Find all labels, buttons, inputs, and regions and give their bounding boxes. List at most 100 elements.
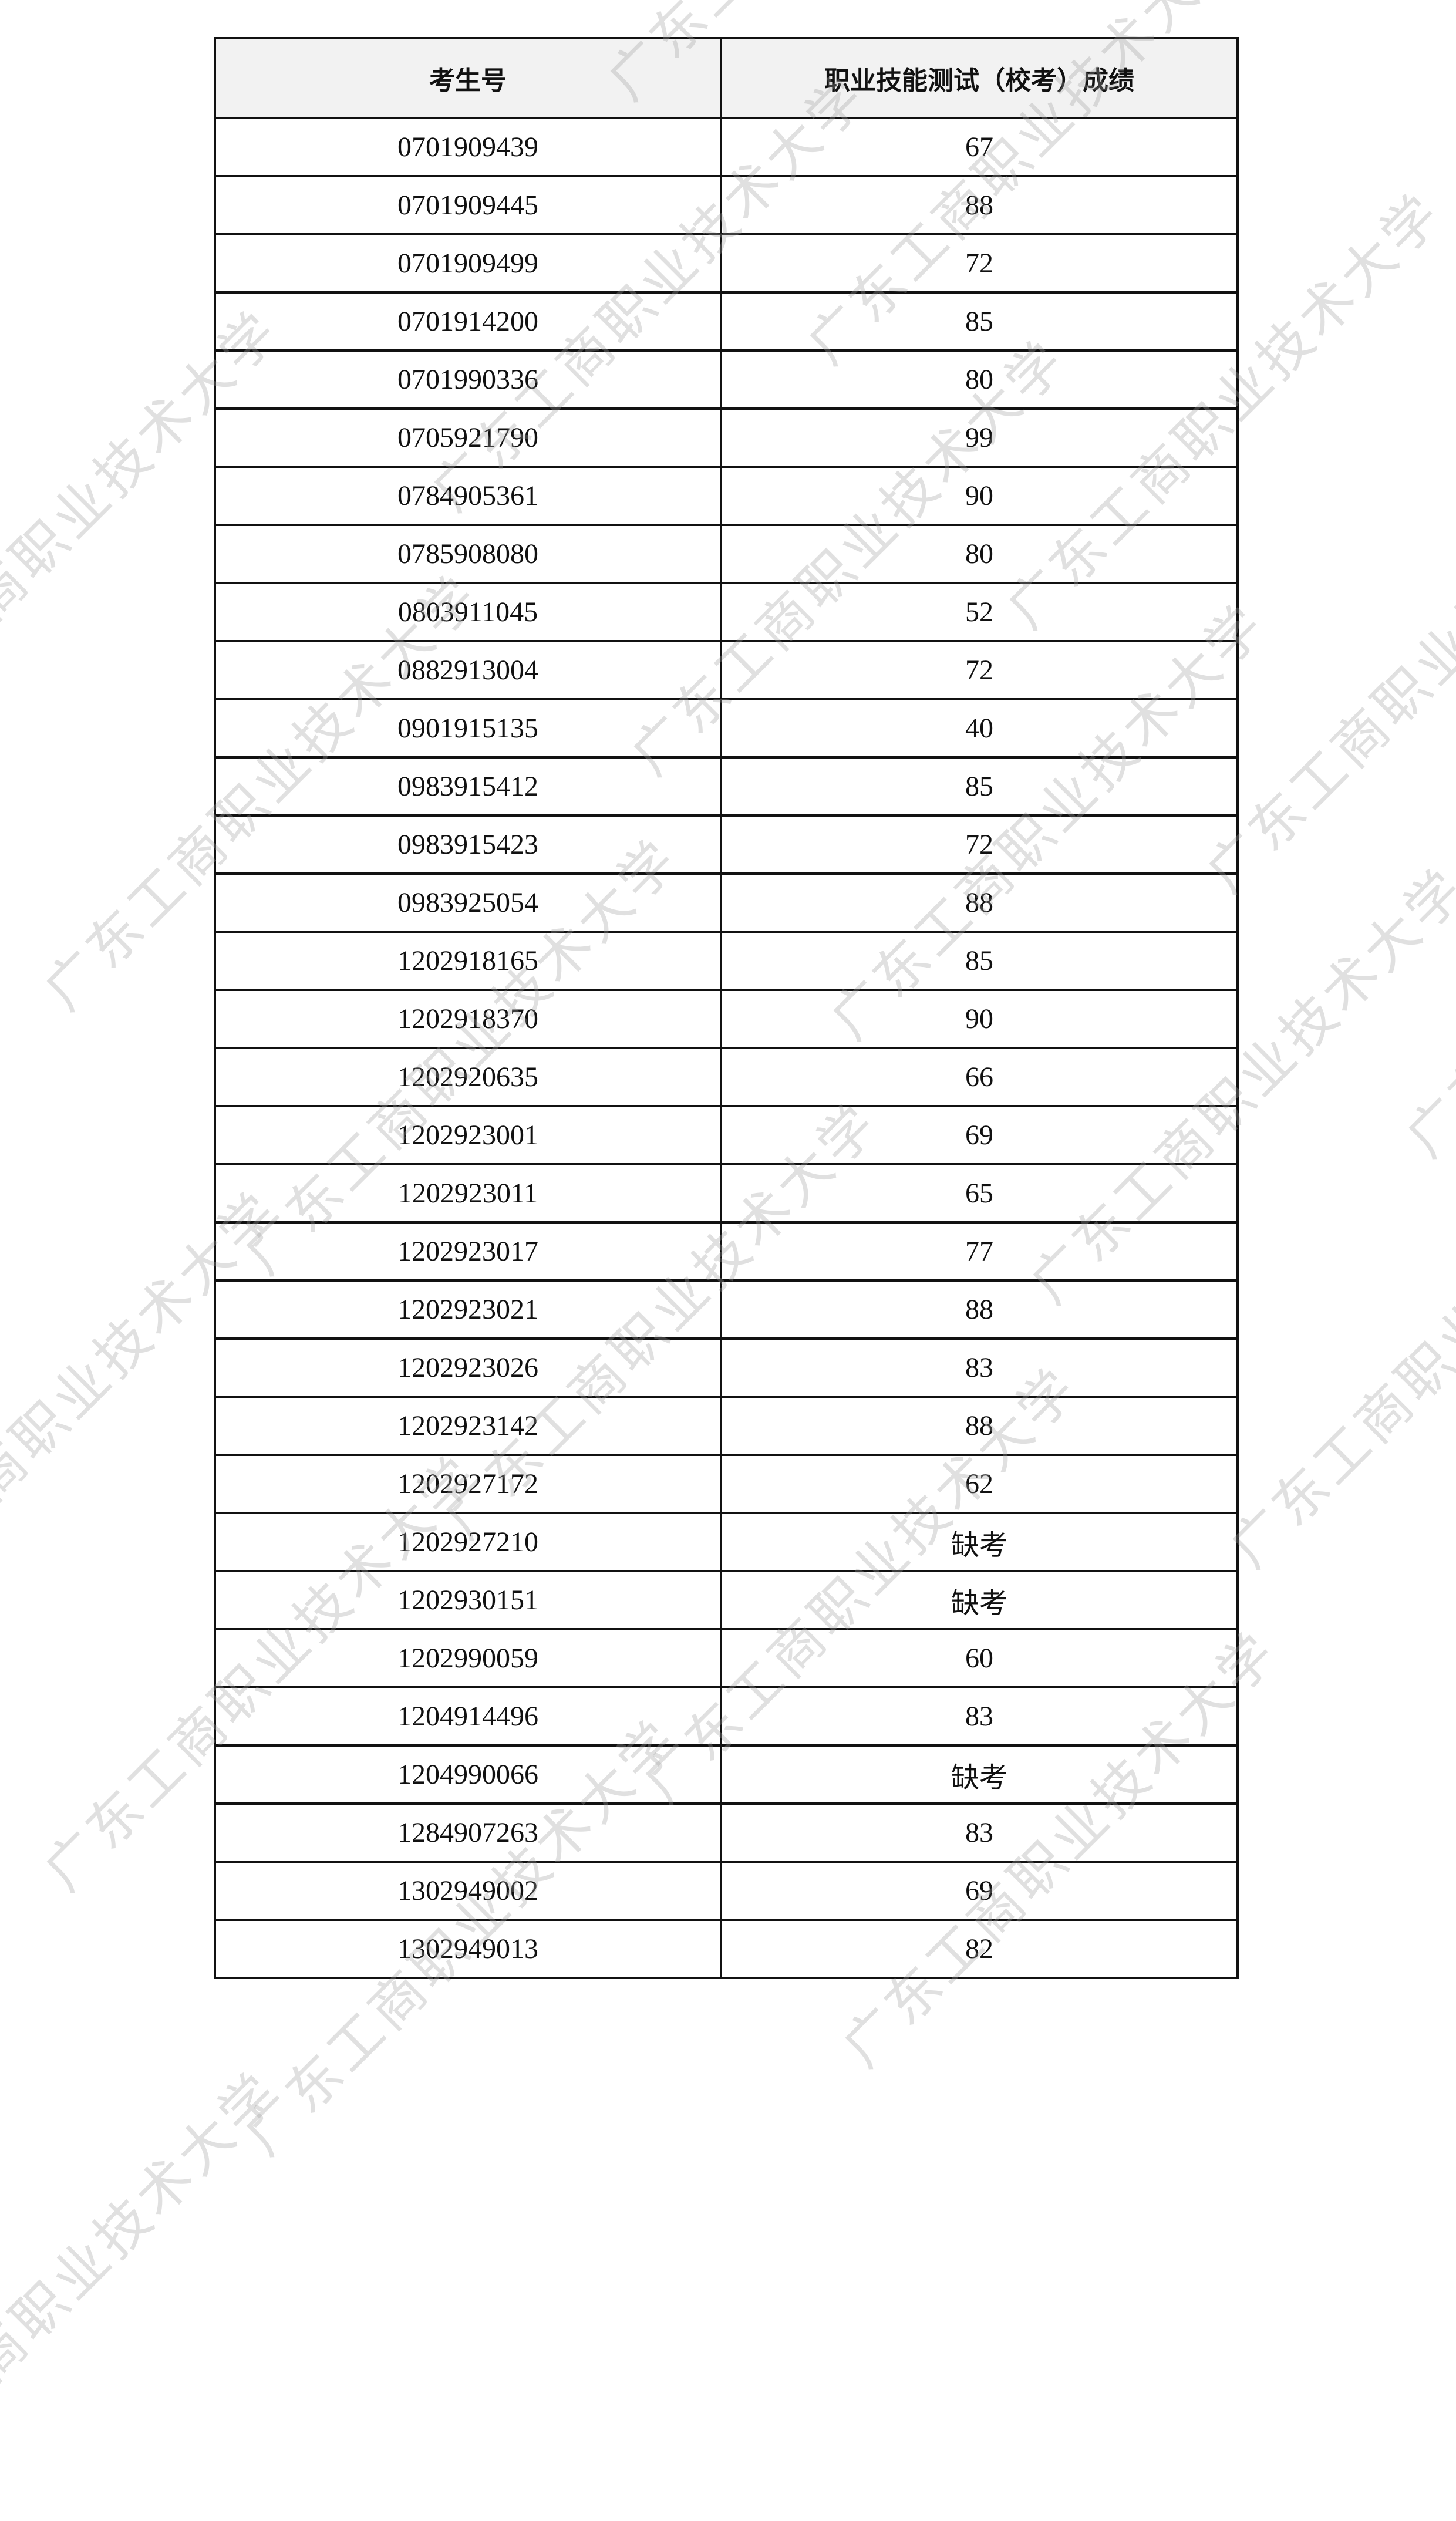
candidate-number-cell: 1202918370	[214, 989, 722, 1049]
score-table: 考生号 职业技能测试（校考）成绩 0701909439 67 0701909445 8…	[214, 37, 1239, 1979]
candidate-number-cell: 0901915135	[214, 698, 722, 759]
table-row: 0705921790 99	[214, 407, 1239, 468]
candidate-number-cell: 0882913004	[214, 640, 722, 700]
score-cell: 72	[720, 640, 1239, 700]
table-row: 1204914496 83	[214, 1686, 1239, 1747]
table-row: 1202930151 缺考	[214, 1570, 1239, 1630]
score-cell: 83	[720, 1337, 1239, 1398]
table-row: 1202927210 缺考	[214, 1512, 1239, 1572]
watermark-text: 广东工商职业技术大学	[1394, 709, 1456, 1169]
score-cell: 85	[720, 756, 1239, 817]
score-cell: 83	[720, 1686, 1239, 1747]
candidate-number-cell: 1202923017	[214, 1221, 722, 1282]
score-cell: 67	[720, 117, 1239, 177]
candidate-number-cell: 1202927210	[214, 1512, 722, 1572]
score-cell: 40	[720, 698, 1239, 759]
table-row: 1204990066 缺考	[214, 1744, 1239, 1805]
score-cell: 60	[720, 1628, 1239, 1688]
table-row: 0785908080 80	[214, 524, 1239, 584]
score-cell: 62	[720, 1454, 1239, 1514]
score-cell: 80	[720, 349, 1239, 410]
score-cell: 90	[720, 466, 1239, 526]
score-cell: 缺考	[720, 1512, 1239, 1572]
candidate-number-cell: 0983915412	[214, 756, 722, 817]
score-cell: 88	[720, 175, 1239, 235]
table-row: 1202990059 60	[214, 1628, 1239, 1688]
score-cell: 88	[720, 872, 1239, 933]
candidate-number-cell: 0701909445	[214, 175, 722, 235]
score-cell: 72	[720, 233, 1239, 294]
table-row: 1202918165 85	[214, 931, 1239, 991]
score-cell: 66	[720, 1047, 1239, 1107]
table-row: 1202923001 69	[214, 1105, 1239, 1165]
score-cell: 52	[720, 582, 1239, 642]
candidate-number-cell: 1204914496	[214, 1686, 722, 1747]
score-cell: 85	[720, 931, 1239, 991]
candidate-number-cell: 1202920635	[214, 1047, 722, 1107]
candidate-number-cell: 0803911045	[214, 582, 722, 642]
score-cell: 83	[720, 1802, 1239, 1863]
candidate-number-cell: 1202923026	[214, 1337, 722, 1398]
score-cell: 69	[720, 1105, 1239, 1165]
table-row: 1202923017 77	[214, 1221, 1239, 1282]
candidate-number-cell: 1204990066	[214, 1744, 722, 1805]
header-skill-test-score: 职业技能测试（校考）成绩	[720, 37, 1239, 119]
candidate-number-cell: 1284907263	[214, 1802, 722, 1863]
candidate-number-cell: 1202927172	[214, 1454, 722, 1514]
candidate-number-cell: 0705921790	[214, 407, 722, 468]
score-cell: 88	[720, 1279, 1239, 1340]
candidate-number-cell: 0983915423	[214, 814, 722, 875]
candidate-number-cell: 1202923142	[214, 1396, 722, 1456]
table-row: 0701909499 72	[214, 233, 1239, 294]
candidate-number-cell: 0785908080	[214, 524, 722, 584]
score-cell: 85	[720, 291, 1239, 352]
table-row: 0882913004 72	[214, 640, 1239, 700]
candidate-number-cell: 1302949013	[214, 1919, 722, 1979]
candidate-number-cell: 1202930151	[214, 1570, 722, 1630]
table-row: 0983915423 72	[214, 814, 1239, 875]
table-row: 1202923021 88	[214, 1279, 1239, 1340]
table-row: 1302949002 69	[214, 1861, 1239, 1921]
candidate-number-cell: 1202990059	[214, 1628, 722, 1688]
score-cell: 72	[720, 814, 1239, 875]
score-cell: 90	[720, 989, 1239, 1049]
score-cell: 69	[720, 1861, 1239, 1921]
header-row: 考生号 职业技能测试（校考）成绩	[214, 37, 1239, 119]
table-row: 0901915135 40	[214, 698, 1239, 759]
header-candidate-number: 考生号	[214, 37, 722, 119]
table-row: 1202923026 83	[214, 1337, 1239, 1398]
table-row: 0701909439 67	[214, 117, 1239, 177]
score-cell: 82	[720, 1919, 1239, 1979]
table-row: 0701990336 80	[214, 349, 1239, 410]
table-row: 0784905361 90	[214, 466, 1239, 526]
candidate-number-cell: 1202923011	[214, 1163, 722, 1224]
table-row: 1202920635 66	[214, 1047, 1239, 1107]
table-row: 0701914200 85	[214, 291, 1239, 352]
candidate-number-cell: 0701909499	[214, 233, 722, 294]
table-row: 0701909445 88	[214, 175, 1239, 235]
candidate-number-cell: 1202923021	[214, 1279, 722, 1340]
score-cell: 99	[720, 407, 1239, 468]
score-cell: 65	[720, 1163, 1239, 1224]
score-cell: 88	[720, 1396, 1239, 1456]
score-cell: 缺考	[720, 1570, 1239, 1630]
candidate-number-cell: 0701990336	[214, 349, 722, 410]
score-cell: 缺考	[720, 1744, 1239, 1805]
score-cell: 80	[720, 524, 1239, 584]
candidate-number-cell: 1202918165	[214, 931, 722, 991]
watermark-text: 广东工商职业技术大学	[1218, 1120, 1456, 1580]
table-row: 1202923011 65	[214, 1163, 1239, 1224]
watermark-text: 广东工商职业技术大学	[0, 2059, 292, 2519]
table-row: 0803911045 52	[214, 582, 1239, 642]
candidate-number-cell: 0983925054	[214, 872, 722, 933]
candidate-number-cell: 1302949002	[214, 1861, 722, 1921]
table-row: 0983925054 88	[214, 872, 1239, 933]
table-row: 1302949013 82	[214, 1919, 1239, 1979]
candidate-number-cell: 0784905361	[214, 466, 722, 526]
candidate-number-cell: 0701914200	[214, 291, 722, 352]
table-row: 1284907263 83	[214, 1802, 1239, 1863]
candidate-number-cell: 1202923001	[214, 1105, 722, 1165]
table-row: 1202927172 62	[214, 1454, 1239, 1514]
table-row: 1202918370 90	[214, 989, 1239, 1049]
score-cell: 77	[720, 1221, 1239, 1282]
